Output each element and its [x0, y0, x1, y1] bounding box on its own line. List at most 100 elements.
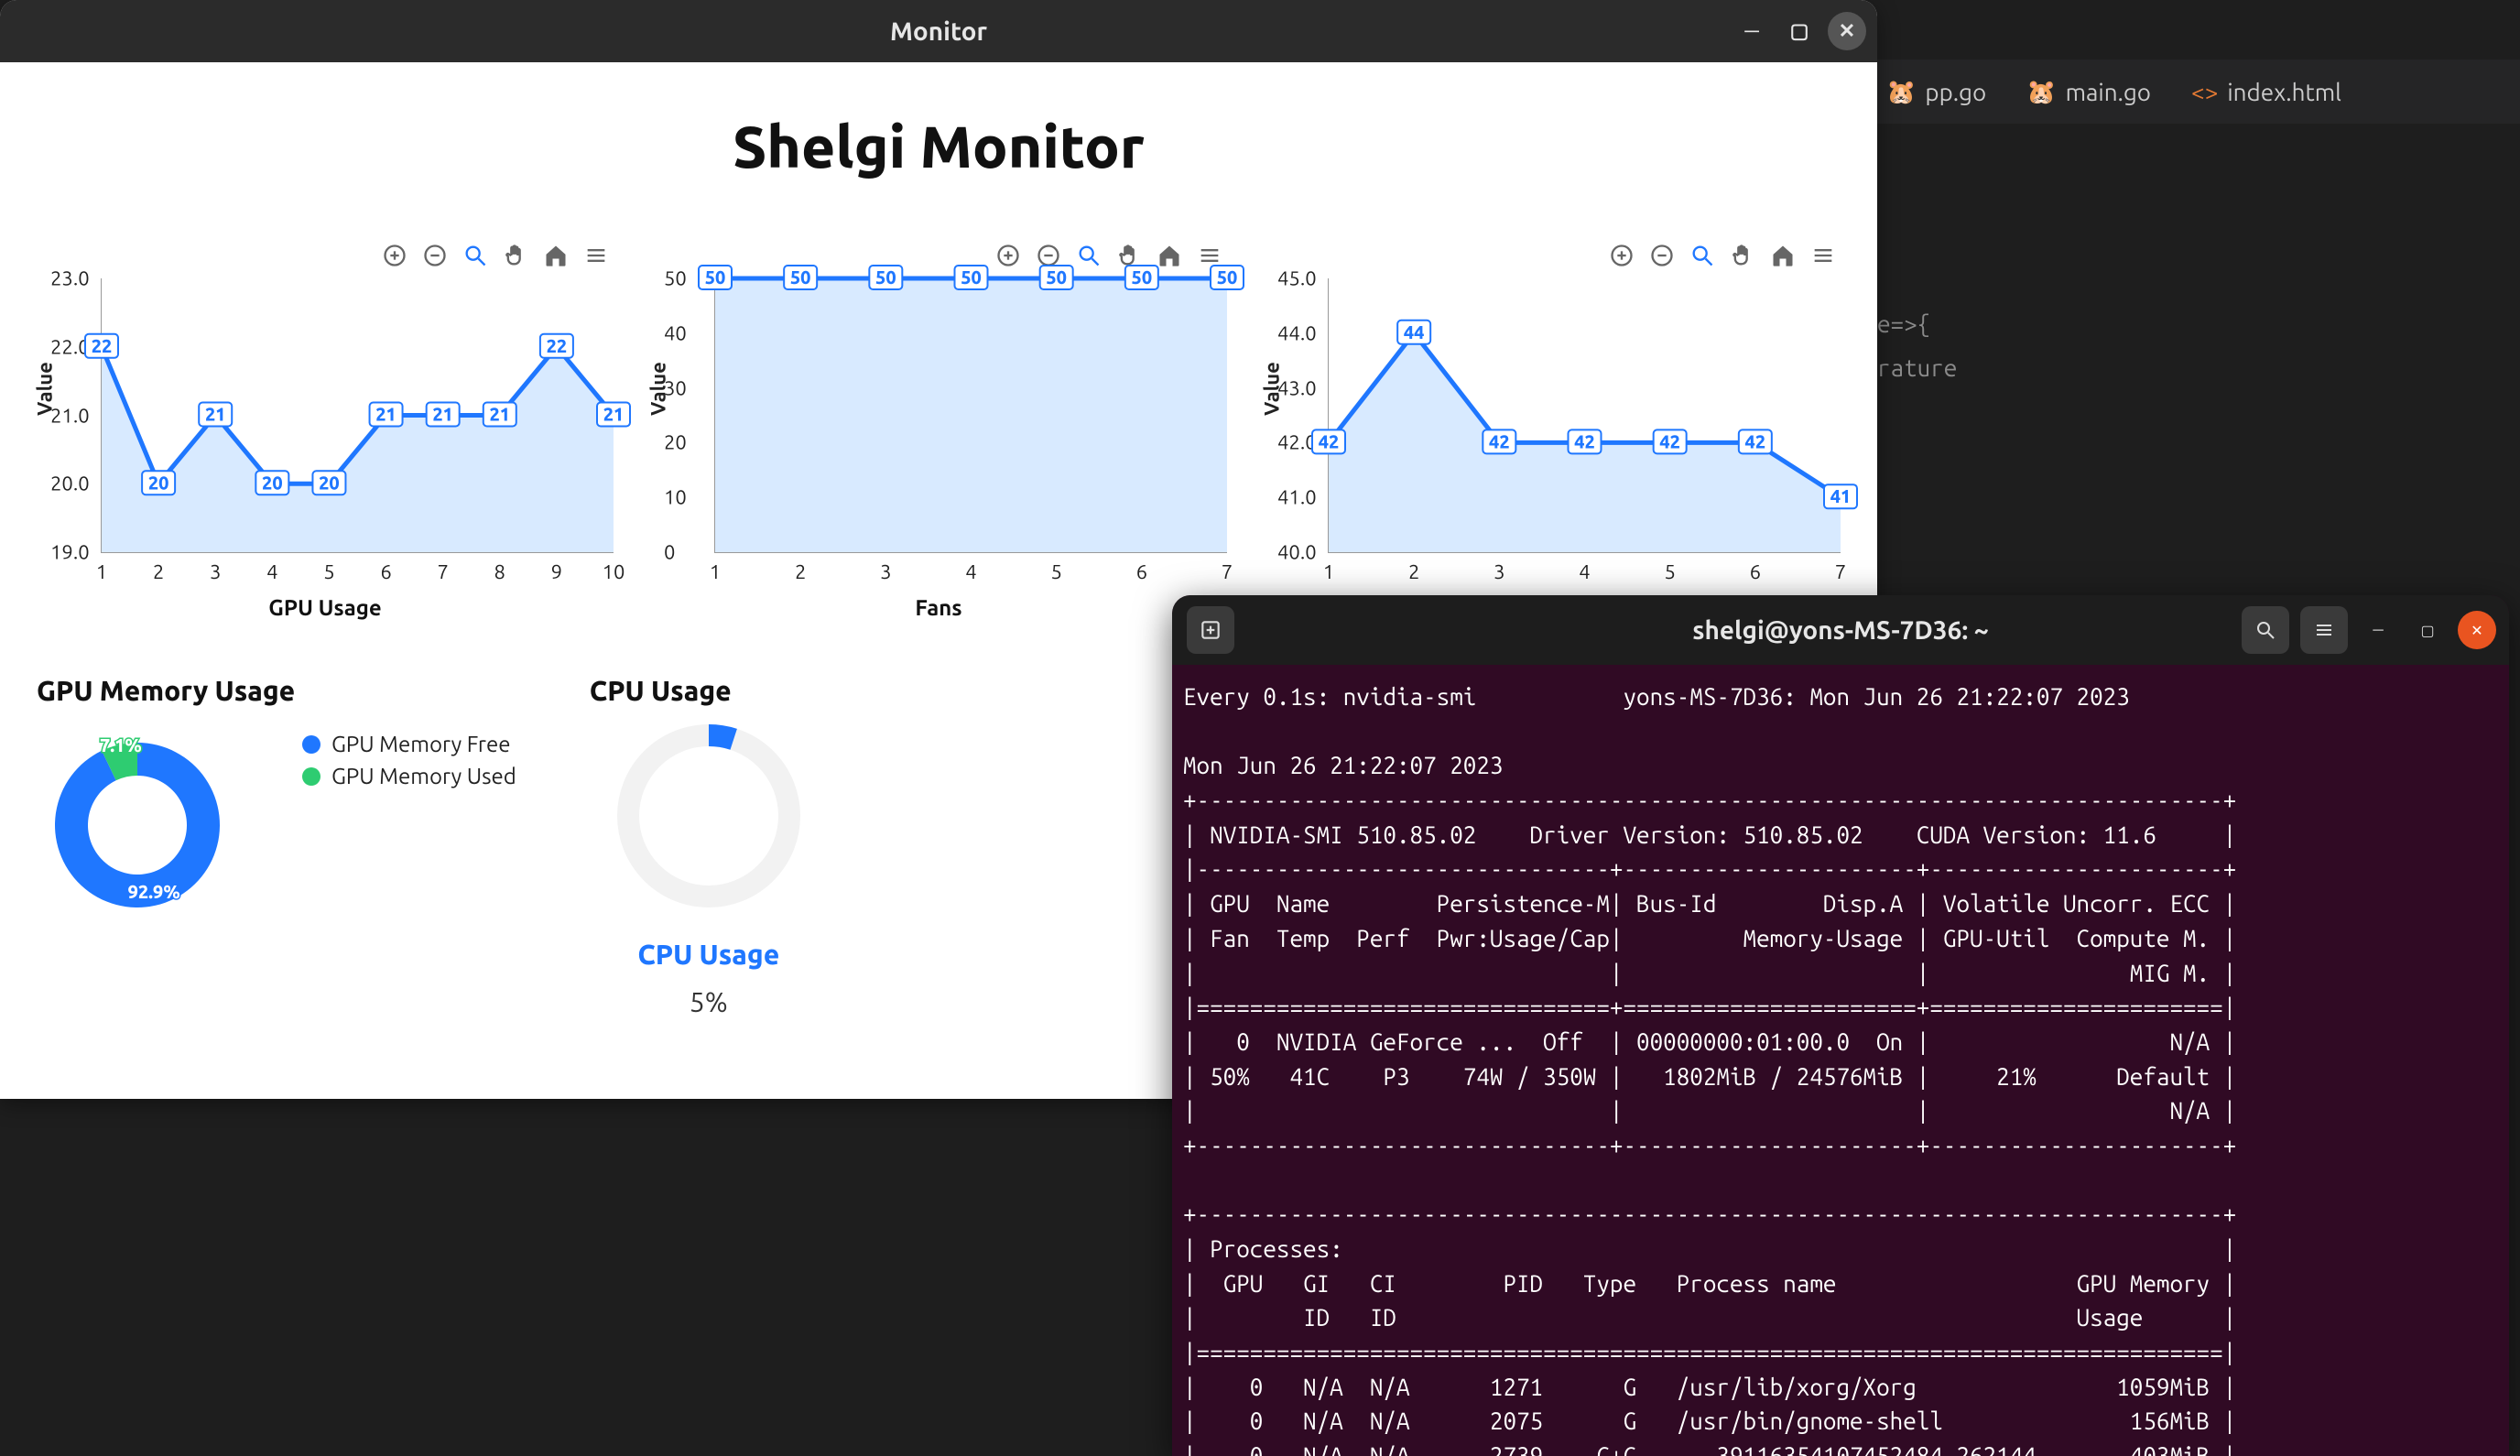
zoom-out-icon[interactable]	[1645, 238, 1679, 273]
go-icon: 🐹	[2026, 78, 2056, 106]
x-tick: 3	[1494, 560, 1504, 583]
y-tick: 22.0	[50, 335, 90, 358]
zoom-box-icon[interactable]	[1071, 238, 1106, 273]
x-tick: 1	[96, 560, 107, 583]
svg-text:92.9%: 92.9%	[128, 881, 180, 902]
svg-text:50: 50	[1132, 266, 1153, 288]
panel-title: CPU Usage	[590, 675, 828, 706]
y-tick: 0	[664, 541, 675, 564]
editor-tab[interactable]: 🐹 main.go	[2026, 78, 2151, 106]
x-tick: 8	[494, 560, 505, 583]
pan-icon[interactable]	[498, 238, 533, 273]
x-tick: 4	[266, 560, 277, 583]
minimize-button[interactable]: ─	[2359, 611, 2397, 649]
chart-svg: 42444242424241	[1329, 278, 1841, 552]
x-tick: 10	[603, 560, 625, 583]
zoom-in-icon[interactable]	[991, 238, 1026, 273]
terminal-window: shelgi@yons-MS-7D36: ~ ─ ▢ ✕ Every 0.1s:…	[1172, 595, 2509, 1456]
svg-text:42: 42	[1489, 430, 1510, 451]
y-tick: 43.0	[1277, 376, 1317, 399]
x-tick: 3	[880, 560, 891, 583]
zoom-box-icon[interactable]	[1685, 238, 1720, 273]
legend-dot	[302, 735, 320, 754]
legend-item: GPU Memory Free	[302, 732, 516, 756]
terminal-titlebar[interactable]: shelgi@yons-MS-7D36: ~ ─ ▢ ✕	[1172, 595, 2509, 665]
svg-text:50: 50	[790, 266, 811, 288]
zoom-out-icon[interactable]	[418, 238, 452, 273]
editor-code: e=>{rature	[1877, 137, 2520, 614]
zoom-box-icon[interactable]	[458, 238, 493, 273]
y-tick: 30	[664, 376, 687, 399]
html-icon: <>	[2191, 79, 2218, 105]
svg-text:21: 21	[375, 404, 396, 425]
x-tick: 6	[1136, 560, 1147, 583]
editor-tab-label: main.go	[2066, 79, 2151, 105]
y-tick: 40	[664, 321, 687, 344]
editor-tab[interactable]: 🐹 pp.go	[1886, 78, 1986, 106]
x-axis-label: GPU Usage	[37, 595, 614, 620]
svg-text:50: 50	[961, 266, 982, 288]
hamburger-menu-button[interactable]	[2300, 606, 2348, 654]
svg-text:20: 20	[319, 472, 340, 493]
maximize-button[interactable]: ▢	[2408, 611, 2447, 649]
svg-text:22: 22	[92, 335, 113, 356]
gpu-memory-donut: 92.9% 7.1%	[37, 724, 275, 926]
y-tick: 41.0	[1277, 486, 1317, 509]
y-tick: 23.0	[50, 267, 90, 290]
close-button[interactable]: ✕	[2458, 611, 2496, 649]
editor-tab[interactable]: <> index.html	[2191, 79, 2341, 105]
cpu-panel: CPU Usage CPU Usage 5%	[590, 675, 828, 1017]
y-tick: 20	[664, 431, 687, 454]
pan-icon[interactable]	[1725, 238, 1760, 273]
chart-svg: 50505050505050	[715, 278, 1227, 552]
legend-item: GPU Memory Used	[302, 764, 516, 788]
svg-text:7.1%: 7.1%	[100, 734, 142, 755]
home-icon[interactable]	[1765, 238, 1800, 273]
svg-text:42: 42	[1574, 430, 1595, 451]
code-line: rature	[1877, 346, 2520, 390]
svg-text:41: 41	[1830, 485, 1852, 506]
terminal-output[interactable]: Every 0.1s: nvidia-smi yons-MS-7D36: Mon…	[1172, 665, 2509, 1456]
close-button[interactable]: ✕	[1828, 12, 1866, 50]
gpu-memory-panel: GPU Memory Usage 92.9%7.1% GPU Memory Fr…	[37, 675, 516, 1017]
svg-text:42: 42	[1659, 430, 1680, 451]
x-axis-label: Fans	[650, 595, 1227, 620]
svg-text:21: 21	[603, 404, 625, 425]
chart-svg: 22202120202121212221	[102, 278, 614, 552]
x-tick: 5	[323, 560, 334, 583]
home-icon[interactable]	[538, 238, 573, 273]
menu-icon[interactable]	[1806, 238, 1841, 273]
chart-temperature: Value40.041.042.043.044.045.01234567 424…	[1264, 234, 1841, 620]
svg-text:42: 42	[1319, 430, 1340, 451]
y-tick: 20.0	[50, 473, 90, 495]
svg-text:50: 50	[875, 266, 896, 288]
editor-tab-bar: 🐹 pp.go 🐹 main.go <> index.html	[1877, 60, 2520, 124]
svg-text:21: 21	[205, 404, 226, 425]
chart-gpu-usage: Value19.020.021.022.023.012345678910 222…	[37, 234, 614, 620]
svg-text:22: 22	[547, 335, 568, 356]
monitor-titlebar[interactable]: Monitor ─ ▢ ✕	[0, 0, 1877, 62]
svg-text:44: 44	[1404, 321, 1425, 342]
y-tick: 44.0	[1277, 321, 1317, 344]
chart-fans: Value010203040501234567 50505050505050 F…	[650, 234, 1227, 620]
y-tick: 10	[664, 486, 687, 509]
x-tick: 9	[551, 560, 562, 583]
zoom-in-icon[interactable]	[377, 238, 412, 273]
x-tick: 7	[437, 560, 448, 583]
gpu-memory-legend: GPU Memory Free GPU Memory Used	[302, 724, 516, 796]
svg-text:50: 50	[1217, 266, 1238, 288]
maximize-button[interactable]: ▢	[1780, 12, 1819, 50]
y-tick: 40.0	[1277, 541, 1317, 564]
y-tick: 19.0	[50, 541, 90, 564]
y-tick: 42.0	[1277, 431, 1317, 454]
x-tick: 7	[1835, 560, 1846, 583]
x-tick: 4	[1579, 560, 1590, 583]
zoom-in-icon[interactable]	[1604, 238, 1639, 273]
cpu-center-label: CPU Usage	[637, 939, 779, 970]
cpu-percent: 5%	[690, 986, 728, 1017]
menu-icon[interactable]	[579, 238, 614, 273]
y-tick: 50	[664, 267, 687, 290]
search-button[interactable]	[2242, 606, 2289, 654]
svg-text:20: 20	[148, 472, 169, 493]
minimize-button[interactable]: ─	[1732, 12, 1771, 50]
